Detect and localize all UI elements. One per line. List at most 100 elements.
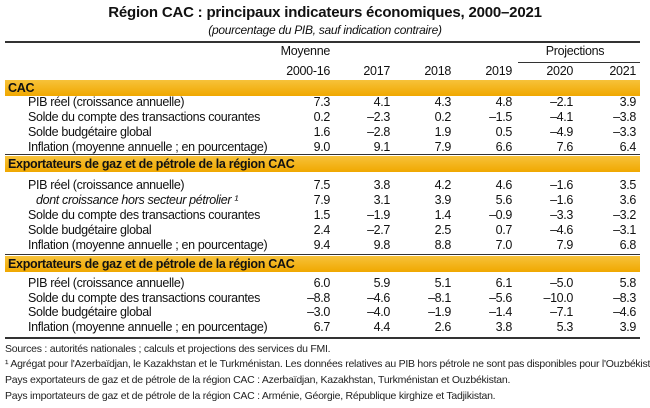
footnote: ¹ Agrégat pour l'Azerbaïdjan, le Kazakhs… bbox=[5, 358, 650, 370]
cell-value: –0.9 bbox=[489, 208, 512, 222]
cell-value: 3.1 bbox=[373, 193, 391, 207]
footnote: Sources : autorités nationales ; calculs… bbox=[5, 343, 331, 355]
cell-value: –4.6 bbox=[613, 305, 636, 320]
projections-underline bbox=[518, 62, 640, 63]
table-row: PIB réel (croissance annuelle) 7.3 4.1 4.3 4… bbox=[0, 95, 650, 110]
cell-value: 0.5 bbox=[495, 125, 513, 139]
cell-value: 9.1 bbox=[373, 140, 391, 154]
cell-value: 4.4 bbox=[373, 320, 391, 335]
cell-value: –8.1 bbox=[428, 290, 451, 305]
cell-value: –8.3 bbox=[613, 290, 636, 305]
cell-value: 3.9 bbox=[619, 320, 637, 335]
cell-value: 1.4 bbox=[434, 208, 452, 222]
cell-value: –2.1 bbox=[550, 95, 573, 109]
cell-value: 3.6 bbox=[619, 193, 637, 207]
cell-value: 3.9 bbox=[619, 95, 637, 109]
cell-value: 6.1 bbox=[495, 276, 513, 290]
table-subtitle: (pourcentage du PIB, sauf indication con… bbox=[208, 23, 442, 37]
cell-value: 7.0 bbox=[495, 238, 513, 252]
cell-value: 9.8 bbox=[373, 238, 391, 252]
header-projections-label: Projections bbox=[545, 44, 605, 58]
cell-value: 5.6 bbox=[495, 193, 513, 207]
cell-value: 5.9 bbox=[373, 276, 391, 290]
column-header-2020: 2020 bbox=[546, 64, 573, 78]
table-row: Solde budgétaire global 2.4 –2.7 2.5 0.7 –4.6… bbox=[0, 223, 650, 238]
cell-value: 3.8 bbox=[373, 178, 391, 192]
cell-value: –10.0 bbox=[543, 290, 573, 305]
cell-value: 7.5 bbox=[313, 178, 331, 192]
cell-value: 2.5 bbox=[434, 223, 452, 237]
cell-value: 4.3 bbox=[434, 95, 452, 109]
cell-value: –3.1 bbox=[613, 223, 636, 237]
cell-value: 1.9 bbox=[434, 125, 452, 139]
row-label: PIB réel (croissance annuelle) bbox=[28, 178, 185, 192]
cell-value: –5.6 bbox=[489, 290, 512, 305]
cell-value: 4.6 bbox=[495, 178, 513, 192]
cell-value: 4.2 bbox=[434, 178, 452, 192]
cell-value: 5.3 bbox=[556, 320, 574, 335]
table-row: PIB réel (croissance annuelle) 6.0 5.9 5.1 6… bbox=[0, 276, 650, 291]
section-header: Exportateurs de gaz et de pétrole de la … bbox=[5, 156, 640, 172]
table-row: Solde du compte des transactions courant… bbox=[0, 110, 650, 125]
cell-value: 0.7 bbox=[495, 223, 513, 237]
cell-value: 3.8 bbox=[495, 320, 513, 335]
row-label: dont croissance hors secteur pétrolier ¹ bbox=[36, 193, 239, 207]
column-header-2018: 2018 bbox=[424, 64, 451, 78]
cell-value: –4.0 bbox=[367, 305, 390, 320]
cell-value: 6.4 bbox=[619, 140, 637, 154]
cell-value: 4.1 bbox=[373, 95, 391, 109]
section-rule bbox=[5, 154, 640, 155]
cell-value: 2.6 bbox=[434, 320, 452, 335]
row-label: Inflation (moyenne annuelle ; en pourcen… bbox=[28, 238, 268, 252]
footnote: Pays importateurs de gaz et de pétrole d… bbox=[5, 390, 496, 402]
row-label: Inflation (moyenne annuelle ; en pourcen… bbox=[28, 140, 268, 154]
table-row: Inflation (moyenne annuelle ; en pourcen… bbox=[0, 238, 650, 253]
row-label: Solde du compte des transactions courant… bbox=[28, 110, 260, 124]
table-row: Inflation (moyenne annuelle ; en pourcen… bbox=[0, 320, 650, 335]
row-label: Inflation (moyenne annuelle ; en pourcen… bbox=[28, 320, 268, 335]
table-row: Solde du compte des transactions courant… bbox=[0, 291, 650, 306]
cell-value: –8.8 bbox=[307, 290, 330, 305]
table-row: Solde du compte des transactions courant… bbox=[0, 208, 650, 223]
cell-value: –2.7 bbox=[367, 223, 390, 237]
table-title: Région CAC : principaux indicateurs écon… bbox=[108, 4, 542, 21]
cell-value: –1.4 bbox=[489, 305, 512, 320]
cell-value: –1.9 bbox=[367, 208, 390, 222]
row-label: Solde du compte des transactions courant… bbox=[28, 290, 260, 305]
cell-value: 8.8 bbox=[434, 238, 452, 252]
section-header: Exportateurs de gaz et de pétrole de la … bbox=[5, 256, 640, 272]
table-row: Solde budgétaire global 1.6 –2.8 1.9 0.5 –4.9… bbox=[0, 125, 650, 140]
cell-value: –5.0 bbox=[550, 276, 573, 290]
table-row: PIB réel (croissance annuelle) 7.5 3.8 4.2 4… bbox=[0, 178, 650, 193]
cell-value: –1.6 bbox=[550, 193, 573, 207]
table-row: dont croissance hors secteur pétrolier ¹… bbox=[0, 193, 650, 208]
cell-value: –3.2 bbox=[613, 208, 636, 222]
cell-value: –2.8 bbox=[367, 125, 390, 139]
cell-value: 6.7 bbox=[313, 320, 331, 335]
cell-value: 6.6 bbox=[495, 140, 513, 154]
row-label: Solde budgétaire global bbox=[28, 305, 152, 320]
row-label: PIB réel (croissance annuelle) bbox=[28, 276, 185, 290]
cell-value: 9.0 bbox=[313, 140, 331, 154]
cell-value: 4.8 bbox=[495, 95, 513, 109]
cell-value: –1.5 bbox=[489, 110, 512, 124]
cell-value: –1.9 bbox=[428, 305, 451, 320]
cell-value: 6.0 bbox=[313, 276, 331, 290]
header-average-label: Moyenne bbox=[280, 44, 331, 58]
cell-value: –1.6 bbox=[550, 178, 573, 192]
footnote: Pays exportateurs de gaz et de pétrole d… bbox=[5, 374, 511, 386]
column-header-2000-16: 2000-16 bbox=[286, 64, 330, 78]
cell-value: 0.2 bbox=[313, 110, 331, 124]
row-label: Solde du compte des transactions courant… bbox=[28, 208, 260, 222]
column-header-2021: 2021 bbox=[609, 64, 636, 78]
cell-value: –3.3 bbox=[550, 208, 573, 222]
column-header-2019: 2019 bbox=[485, 64, 512, 78]
cell-value: –4.1 bbox=[550, 110, 573, 124]
cell-value: –3.8 bbox=[613, 110, 636, 124]
cell-value: 3.5 bbox=[619, 178, 637, 192]
top-rule bbox=[5, 41, 640, 43]
section-rule bbox=[5, 254, 640, 255]
table-row: Inflation (moyenne annuelle ; en pourcen… bbox=[0, 140, 650, 155]
bottom-rule bbox=[5, 337, 640, 339]
